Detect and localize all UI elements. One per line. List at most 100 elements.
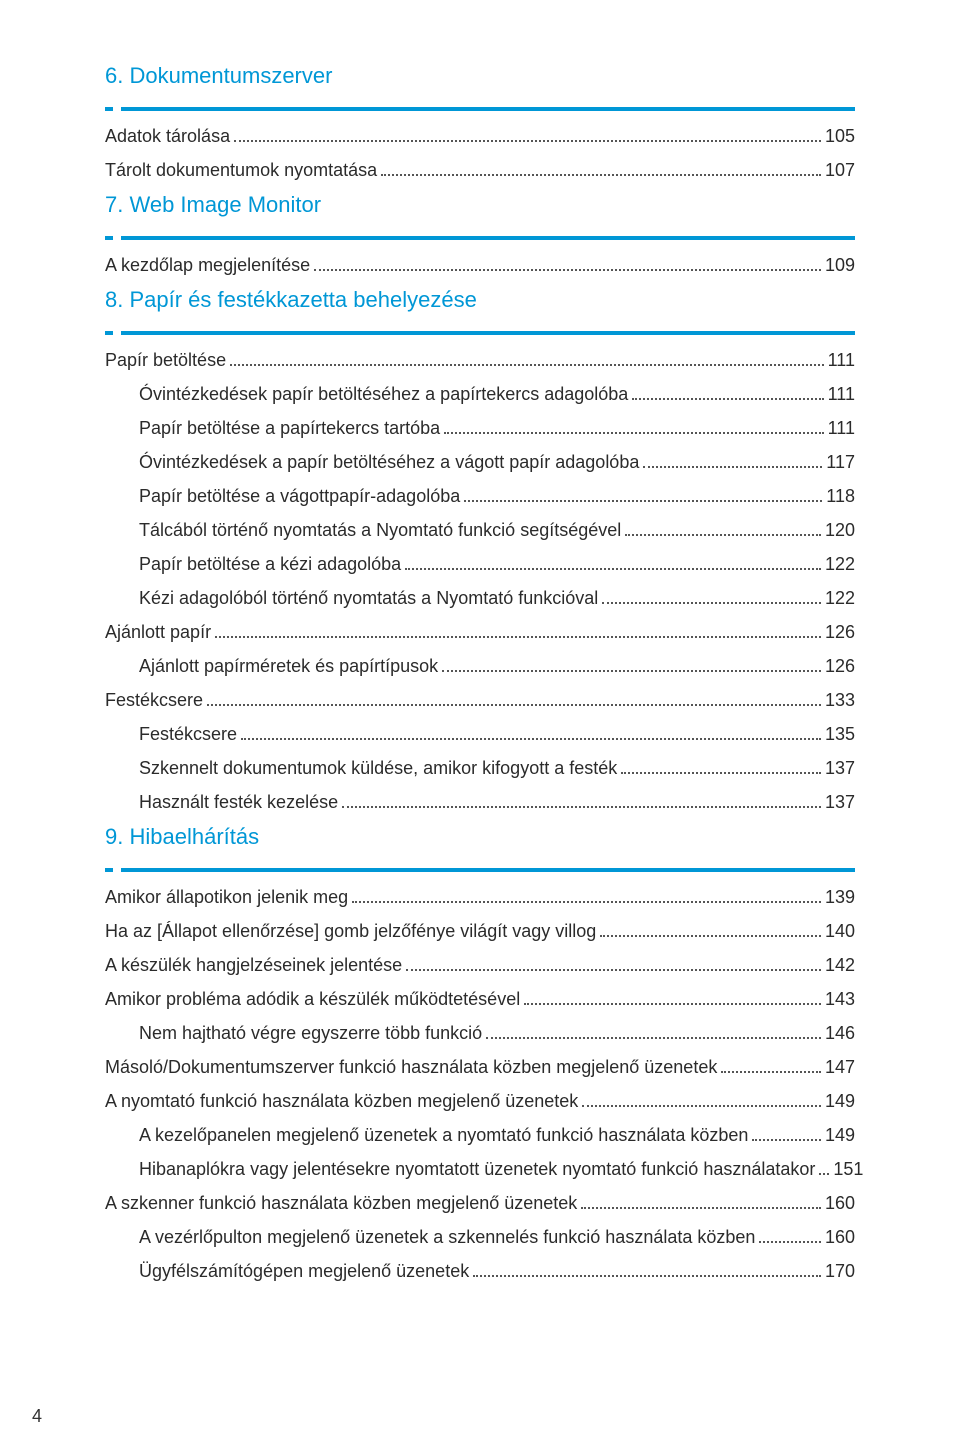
toc-entry[interactable]: A nyomtató funkció használata közben meg…: [105, 1088, 855, 1115]
toc-entry-page: 140: [825, 918, 855, 945]
toc-entry[interactable]: Amikor probléma adódik a készülék működt…: [105, 986, 855, 1013]
toc-entry[interactable]: Óvintézkedések a papír betöltéséhez a vá…: [105, 449, 855, 476]
toc-entry-text: Ajánlott papírméretek és papírtípusok: [139, 653, 438, 680]
toc-entry-text: A kezelőpanelen megjelenő üzenetek a nyo…: [139, 1122, 748, 1149]
toc-entry-text: Szkennelt dokumentumok küldése, amikor k…: [139, 755, 617, 782]
toc-entry[interactable]: Adatok tárolása105: [105, 123, 855, 150]
toc-leader-dots: [473, 1275, 821, 1277]
section-number: 6.: [105, 63, 123, 88]
toc-entry-page: 133: [825, 687, 855, 714]
toc-entry-text: Papír betöltése a papírtekercs tartóba: [139, 415, 440, 442]
toc-entry-text: Tárolt dokumentumok nyomtatása: [105, 157, 377, 184]
section-heading: 8. Papír és festékkazetta behelyezése: [105, 287, 855, 313]
toc-entry-page: 149: [825, 1122, 855, 1149]
toc-entry[interactable]: Használt festék kezelése137: [105, 789, 855, 816]
toc-entry[interactable]: Papír betöltése a kézi adagolóba 122: [105, 551, 855, 578]
toc-leader-dots: [524, 1003, 821, 1005]
toc-entry-page: 126: [825, 619, 855, 646]
toc-leader-dots: [314, 269, 821, 271]
toc-leader-dots: [444, 432, 823, 434]
toc-entry[interactable]: Papír betöltése111: [105, 347, 855, 374]
toc-entry-text: A készülék hangjelzéseinek jelentése: [105, 952, 402, 979]
toc-entry-page: 149: [825, 1088, 855, 1115]
section-number: 7.: [105, 192, 123, 217]
toc-leader-dots: [234, 140, 821, 142]
toc-entry[interactable]: A szkenner funkció használata közben meg…: [105, 1190, 855, 1217]
page-number: 4: [32, 1406, 42, 1427]
toc-entry-text: Amikor állapotikon jelenik meg: [105, 884, 348, 911]
toc-entry[interactable]: A kezelőpanelen megjelenő üzenetek a nyo…: [105, 1122, 855, 1149]
toc-entry-text: A kezdőlap megjelenítése: [105, 252, 310, 279]
section-number: 9.: [105, 824, 123, 849]
section-title: Dokumentumszerver: [129, 63, 332, 88]
section-heading: 7. Web Image Monitor: [105, 192, 855, 218]
toc-entry-page: 122: [825, 551, 855, 578]
toc-container: 6. Dokumentumszerver Adatok tárolása105 Tá…: [105, 63, 855, 1285]
section-title: Web Image Monitor: [129, 192, 321, 217]
section-title: Hibaelhárítás: [129, 824, 259, 849]
toc-entry-text: Tálcából történő nyomtatás a Nyomtató fu…: [139, 517, 621, 544]
toc-entry[interactable]: Tárolt dokumentumok nyomtatása 107: [105, 157, 855, 184]
toc-entry-page: 139: [825, 884, 855, 911]
toc-entry-text: Adatok tárolása: [105, 123, 230, 150]
toc-entry-text: Óvintézkedések a papír betöltéséhez a vá…: [139, 449, 639, 476]
toc-entry[interactable]: A vezérlőpulton megjelenő üzenetek a szk…: [105, 1224, 855, 1251]
toc-leader-dots: [632, 398, 823, 400]
toc-entry[interactable]: Festékcsere133: [105, 687, 855, 714]
toc-entry[interactable]: Ha az [Állapot ellenőrzése] gomb jelzőfé…: [105, 918, 855, 945]
toc-entry[interactable]: Amikor állapotikon jelenik meg 139: [105, 884, 855, 911]
toc-leader-dots: [759, 1241, 821, 1243]
toc-leader-dots: [230, 364, 824, 366]
toc-entry-text: A nyomtató funkció használata közben meg…: [105, 1088, 578, 1115]
toc-entry[interactable]: Ajánlott papír126: [105, 619, 855, 646]
toc-entry-page: 151: [833, 1156, 863, 1183]
toc-entry[interactable]: Ügyfélszámítógépen megjelenő üzenetek170: [105, 1258, 855, 1285]
toc-leader-dots: [406, 969, 821, 971]
toc-leader-dots: [625, 534, 821, 536]
toc-entry[interactable]: Ajánlott papírméretek és papírtípusok 126: [105, 653, 855, 680]
toc-entry-page: 126: [825, 653, 855, 680]
toc-entry-text: Festékcsere: [139, 721, 237, 748]
toc-leader-dots: [643, 466, 822, 468]
section-rule: [105, 331, 855, 335]
toc-entry-page: 117: [826, 449, 855, 476]
toc-entry-page: 160: [825, 1224, 855, 1251]
section-title: Papír és festékkazetta behelyezése: [129, 287, 476, 312]
toc-entry-text: Ügyfélszámítógépen megjelenő üzenetek: [139, 1258, 469, 1285]
toc-entry[interactable]: Festékcsere 135: [105, 721, 855, 748]
toc-entry-text: A szkenner funkció használata közben meg…: [105, 1190, 577, 1217]
toc-entry[interactable]: Papír betöltése a vágottpapír-adagolóba1…: [105, 483, 855, 510]
toc-leader-dots: [342, 806, 821, 808]
toc-entry-text: Nem hajtható végre egyszerre több funkci…: [139, 1020, 482, 1047]
toc-entry[interactable]: Tálcából történő nyomtatás a Nyomtató fu…: [105, 517, 855, 544]
toc-entry[interactable]: Kézi adagolóból történő nyomtatás a Nyom…: [105, 585, 855, 612]
toc-entry-text: Amikor probléma adódik a készülék működt…: [105, 986, 520, 1013]
toc-leader-dots: [582, 1105, 821, 1107]
toc-leader-dots: [464, 500, 822, 502]
toc-entry-text: Óvintézkedések papír betöltéséhez a papí…: [139, 381, 628, 408]
toc-leader-dots: [752, 1139, 821, 1141]
toc-leader-dots: [581, 1207, 821, 1209]
toc-entry[interactable]: Papír betöltése a papírtekercs tartóba11…: [105, 415, 855, 442]
toc-entry-text: Papír betöltése a kézi adagolóba: [139, 551, 401, 578]
toc-entry-page: 118: [826, 483, 855, 510]
toc-entry[interactable]: Nem hajtható végre egyszerre több funkci…: [105, 1020, 855, 1047]
toc-leader-dots: [600, 935, 821, 937]
toc-entry[interactable]: A készülék hangjelzéseinek jelentése142: [105, 952, 855, 979]
toc-leader-dots: [381, 174, 821, 176]
toc-entry[interactable]: Szkennelt dokumentumok küldése, amikor k…: [105, 755, 855, 782]
toc-entry[interactable]: Hibanaplókra vagy jelentésekre nyomtatot…: [105, 1156, 855, 1183]
toc-entry-page: 143: [825, 986, 855, 1013]
toc-entry[interactable]: A kezdőlap megjelenítése109: [105, 252, 855, 279]
toc-entry-page: 137: [825, 789, 855, 816]
section-rule: [105, 868, 855, 872]
toc-entry-text: Hibanaplókra vagy jelentésekre nyomtatot…: [139, 1156, 815, 1183]
toc-entry[interactable]: Óvintézkedések papír betöltéséhez a papí…: [105, 381, 855, 408]
toc-entry-page: 160: [825, 1190, 855, 1217]
toc-entry-page: 111: [828, 381, 855, 408]
toc-entry[interactable]: Másoló/Dokumentumszerver funkció használ…: [105, 1054, 855, 1081]
toc-entry-page: 107: [825, 157, 855, 184]
toc-entry-page: 146: [825, 1020, 855, 1047]
toc-entry-page: 137: [825, 755, 855, 782]
toc-entry-page: 135: [825, 721, 855, 748]
